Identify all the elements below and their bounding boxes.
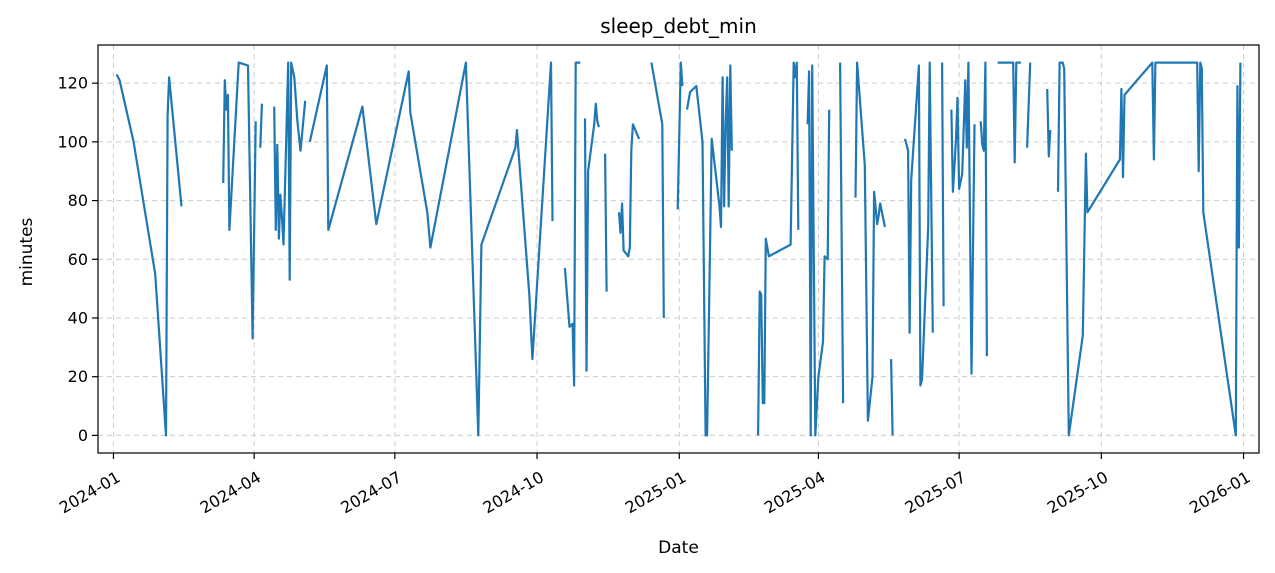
x-axis-label: Date bbox=[658, 538, 699, 558]
series-line-segment bbox=[685, 64, 733, 437]
series-line-segment bbox=[563, 61, 581, 387]
y-tick-label: 60 bbox=[68, 250, 88, 269]
series-line-segment bbox=[997, 61, 1021, 164]
series-line-segment bbox=[1046, 88, 1052, 158]
y-tick-label: 40 bbox=[68, 308, 88, 327]
series-line-segment bbox=[979, 61, 989, 357]
series-line-segment bbox=[583, 102, 600, 372]
series-line-segment bbox=[940, 62, 945, 307]
series-line-segment bbox=[273, 61, 307, 281]
series-line-segment bbox=[890, 359, 894, 436]
y-tick-label: 100 bbox=[57, 132, 88, 151]
y-tick-label: 120 bbox=[57, 74, 88, 93]
y-axis: 0 20 40 60 80 100 120 bbox=[57, 74, 98, 445]
y-tick-label: 80 bbox=[68, 191, 88, 210]
series-line-segment bbox=[222, 61, 257, 340]
y-tick-label: 20 bbox=[68, 367, 88, 386]
series-line-segment bbox=[757, 61, 800, 436]
series-line-segment bbox=[650, 62, 665, 319]
series-line-segment bbox=[854, 61, 886, 422]
series-line-segment bbox=[903, 61, 934, 387]
series-layer bbox=[115, 61, 1242, 437]
series-line-segment bbox=[604, 153, 608, 292]
series-line-segment bbox=[1056, 61, 1242, 437]
series-line-segment bbox=[839, 62, 845, 404]
y-axis-label: minutes bbox=[17, 217, 37, 286]
y-tick-label: 0 bbox=[78, 426, 88, 445]
series-line-segment bbox=[259, 103, 263, 148]
chart-title: sleep_debt_min bbox=[600, 14, 757, 38]
series-line-segment bbox=[617, 123, 641, 258]
series-line-segment bbox=[308, 61, 554, 437]
series-line-segment bbox=[1026, 62, 1032, 148]
series-line-segment bbox=[950, 61, 976, 375]
series-line-segment bbox=[115, 73, 183, 437]
series-line-segment bbox=[676, 61, 684, 210]
series-line-segment bbox=[806, 64, 831, 437]
plot-frame bbox=[97, 44, 1260, 454]
